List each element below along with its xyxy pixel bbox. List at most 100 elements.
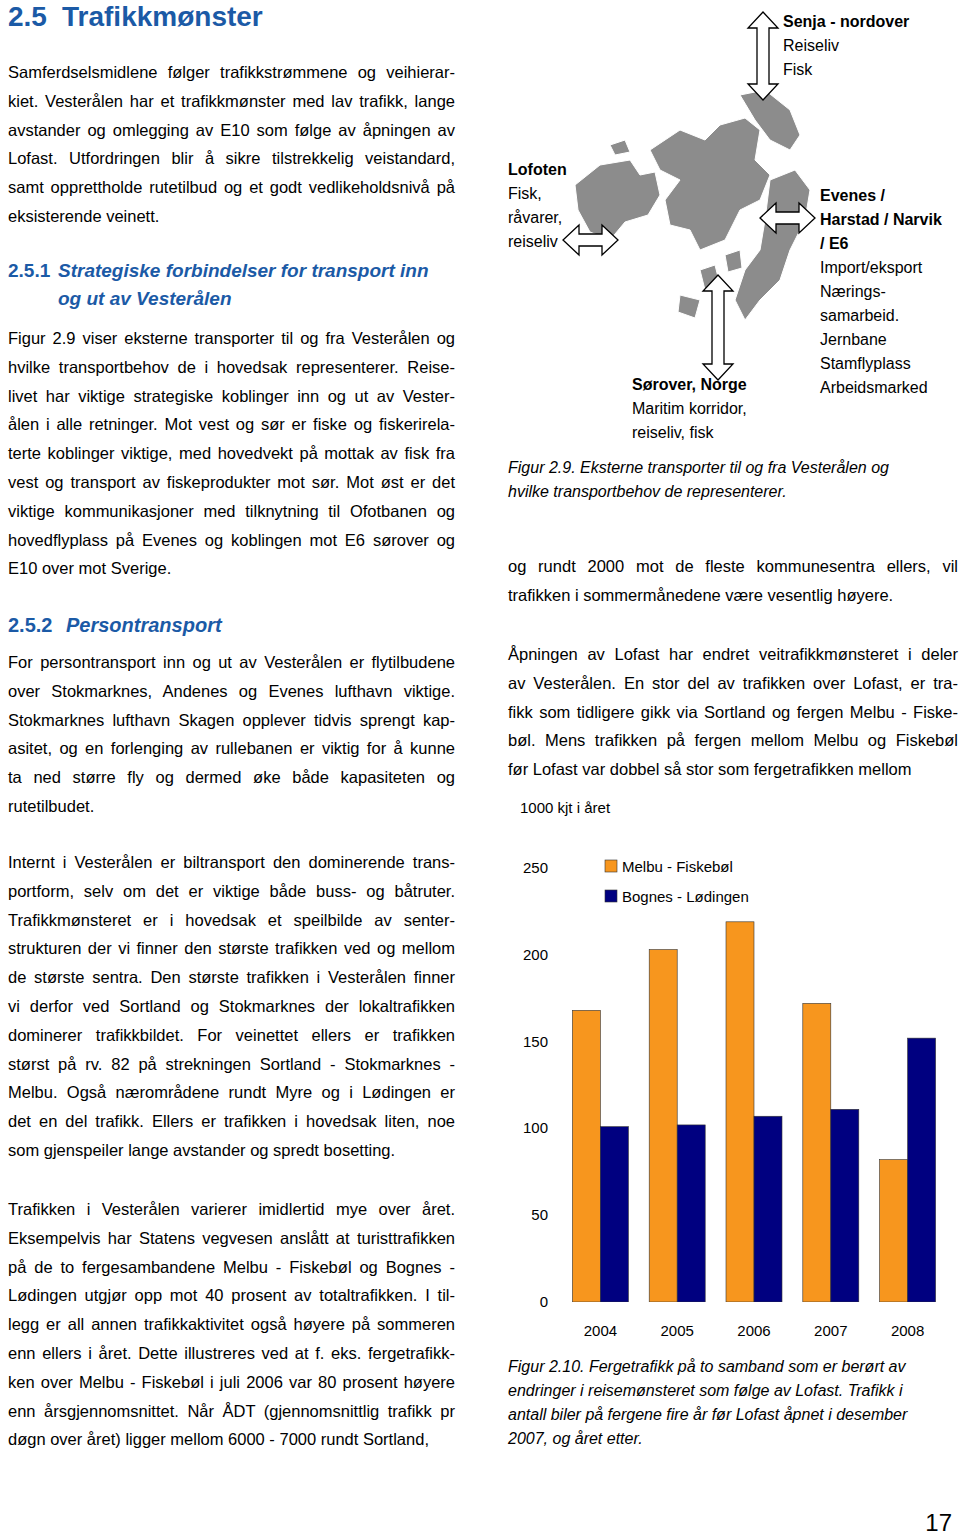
subsection-number: 2.5.1 bbox=[8, 257, 50, 285]
figure-label-text: Arbeidsmarked bbox=[820, 376, 928, 400]
bars bbox=[572, 922, 935, 1302]
text-line: livet har viktige strategiske koblinger … bbox=[8, 382, 455, 411]
page-number: 17 bbox=[925, 1508, 952, 1538]
text-line: over Stokmarknes, Andenes og Evenes luft… bbox=[8, 677, 455, 706]
arrow bbox=[748, 12, 778, 100]
page: 1000 kjt i året0501001502002502004200520… bbox=[0, 0, 960, 1538]
text-line: vest og transport av fiskeprodukter mot … bbox=[8, 468, 455, 497]
tick-label: 100 bbox=[523, 1119, 548, 1136]
text-line: dominerer trafikkbildet. For veinettet e… bbox=[8, 1021, 455, 1050]
text-line: kiet. Vesterålen har et trafikkmønster m… bbox=[8, 87, 455, 116]
legend-swatch bbox=[605, 860, 617, 872]
island bbox=[678, 295, 700, 318]
figure-label-text: Stamflyplass bbox=[820, 352, 911, 376]
text-line: hovedflyplass på Evenes og koblingen mot… bbox=[8, 526, 455, 555]
legend-label: Bognes - Lødingen bbox=[622, 888, 749, 905]
text-line: Stokmarknes lufthavn Skagen opplever tid… bbox=[8, 706, 455, 735]
section-title: Trafikkmønster bbox=[62, 0, 263, 34]
subsection-title: og ut av Vesterålen bbox=[58, 285, 232, 313]
text-line: av Vesterålen. En stor del av trafikken … bbox=[508, 669, 958, 698]
tick-label: 150 bbox=[523, 1033, 548, 1050]
tick-label: 0 bbox=[540, 1293, 548, 1310]
text-line: vi derfor ved Sortland og Stokmarknes de… bbox=[8, 992, 455, 1021]
figure-label-title: Sørover, Norge bbox=[632, 373, 747, 397]
axis-label: 1000 kjt i året bbox=[520, 799, 611, 816]
arrow bbox=[703, 275, 733, 380]
figure-caption: hvilke transportbehov de representerer. bbox=[508, 480, 787, 504]
bar bbox=[600, 1127, 628, 1302]
text-line: eksisterende veinett. bbox=[8, 202, 455, 231]
figure-label-title: Lofoten bbox=[508, 158, 567, 182]
text-line: rutetilbudet. bbox=[8, 792, 455, 821]
island bbox=[650, 118, 770, 250]
figure-label-text: Fisk bbox=[783, 58, 812, 82]
text-line: portform, selv om det er viktige både bu… bbox=[8, 877, 455, 906]
figure-caption: antall biler på fergene fire år før Lofa… bbox=[508, 1403, 907, 1427]
figure-label-title: / E6 bbox=[820, 232, 848, 256]
figure-label-text: reiseliv, fisk bbox=[632, 421, 714, 445]
text-line: størst på rv. 82 på strekningen Sortland… bbox=[8, 1050, 455, 1079]
text-line: som gjenspeiler lange avstander og spred… bbox=[8, 1136, 455, 1165]
island bbox=[575, 160, 660, 240]
bar bbox=[908, 1038, 936, 1302]
bar bbox=[677, 1125, 705, 1302]
text-line: og rundt 2000 mot de fleste kommunesentr… bbox=[508, 552, 958, 581]
text-line: strukturen der vi finner den største tra… bbox=[8, 934, 455, 963]
category-label: 2006 bbox=[737, 1322, 770, 1339]
bar bbox=[649, 950, 677, 1302]
bar bbox=[726, 922, 754, 1302]
island bbox=[735, 170, 810, 320]
figure-label-text: Reiseliv bbox=[783, 34, 839, 58]
text-line: enn ellers i året. Dette illustreres ved… bbox=[8, 1339, 455, 1368]
text-line: samt opprettholde rutetilbud og et godt … bbox=[8, 173, 455, 202]
text-line: Samferdselsmidlene følger trafikkstrømme… bbox=[8, 58, 455, 87]
text-line: ålen i alle retninger. Mot vest og sør e… bbox=[8, 410, 455, 439]
bar bbox=[572, 1010, 600, 1302]
text-line: det en del trafikk. Ellers er trafikken … bbox=[8, 1107, 455, 1136]
text-line: Lofast. Utfordringen blir å sikre tilstr… bbox=[8, 144, 455, 173]
legend-swatch bbox=[605, 890, 617, 902]
figure-label-title: Senja - nordover bbox=[783, 10, 909, 34]
text-line: Melbu. Også nærområdene rundt Myre og i … bbox=[8, 1078, 455, 1107]
bar bbox=[831, 1109, 859, 1302]
figure-label-text: Fisk, bbox=[508, 182, 542, 206]
text-line: For persontransport inn og ut av Vesterå… bbox=[8, 648, 455, 677]
figure-label-text: Nærings- bbox=[820, 280, 886, 304]
island bbox=[740, 90, 800, 150]
figure-caption: Figur 2.9. Eksterne transporter til og f… bbox=[508, 456, 889, 480]
figure-caption: endringer i reisemønsteret som følge av … bbox=[508, 1379, 903, 1403]
figure-label-text: Maritim korridor, bbox=[632, 397, 747, 421]
text-line: asitet, og en forlenging av rullebanen e… bbox=[8, 734, 455, 763]
subsection-title: Persontransport bbox=[66, 611, 222, 639]
figure-label-text: samarbeid. bbox=[820, 304, 899, 328]
text-line: enn årsgjennomsnittet. Når ÅDT (gjennoms… bbox=[8, 1397, 455, 1426]
text-line: Åpningen av Lofast har endret veitrafikk… bbox=[508, 640, 958, 669]
tick-label: 50 bbox=[531, 1206, 548, 1223]
figure-caption: 2007, og året etter. bbox=[508, 1427, 643, 1451]
figure-label-text: råvarer, bbox=[508, 206, 562, 230]
category-label: 2007 bbox=[814, 1322, 847, 1339]
category-label: 2008 bbox=[891, 1322, 924, 1339]
text-line: hvilke transportbehov de i hovedsak repr… bbox=[8, 353, 455, 382]
bar bbox=[880, 1160, 908, 1302]
arrow bbox=[760, 203, 815, 233]
text-line: døgn over året) ligger mellom 6000 - 700… bbox=[8, 1425, 455, 1454]
text-line: bøl. Mens trafikken på fergen mellom Mel… bbox=[508, 726, 958, 755]
text-line: Lødingen utgjør opp mot 40 prosent av to… bbox=[8, 1281, 455, 1310]
text-line: Trafikkmønsteret er i hovedsak et speilb… bbox=[8, 906, 455, 935]
text-line: trafikken i sommermånedene være vesentli… bbox=[508, 581, 958, 610]
text-line: Internt i Vesterålen er biltransport den… bbox=[8, 848, 455, 877]
text-line: fikk som tidligere gikk via Sortland og … bbox=[508, 698, 958, 727]
text-line: avstander og omlegging av E10 som følge … bbox=[8, 116, 455, 145]
island bbox=[725, 250, 742, 272]
text-line: terte koblinger viktige, med hovedvekt p… bbox=[8, 439, 455, 468]
text-line: legg er all annen trafikkaktivitet også … bbox=[8, 1310, 455, 1339]
figure-label-text: reiseliv bbox=[508, 230, 558, 254]
text-line: E10 over mot Sverige. bbox=[8, 554, 455, 583]
bar bbox=[803, 1003, 831, 1302]
text-line: viktige kommunikasjoner med tilknytning … bbox=[8, 497, 455, 526]
text-line: de største sentra. Den største trafikken… bbox=[8, 963, 455, 992]
legend-label: Melbu - Fiskebøl bbox=[622, 858, 733, 875]
text-line: før Lofast var dobbel så stor som ferget… bbox=[508, 755, 958, 784]
arrow bbox=[563, 225, 618, 255]
